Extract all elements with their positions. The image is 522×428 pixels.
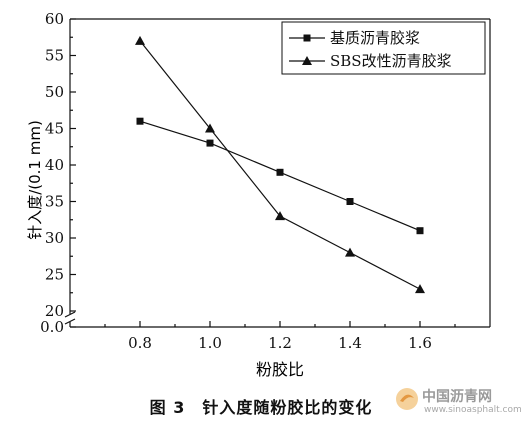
data-point-square bbox=[346, 198, 354, 205]
watermark-name: 中国沥青网 bbox=[422, 389, 492, 405]
x-tick-label: 1.4 bbox=[338, 334, 362, 352]
data-point-triangle bbox=[275, 211, 285, 221]
y-tick-label: 60 bbox=[45, 10, 64, 28]
data-point-square bbox=[416, 227, 424, 235]
series-group bbox=[135, 35, 425, 294]
series-1 bbox=[136, 117, 424, 235]
y-tick-label: 20 bbox=[45, 302, 64, 320]
y-tick-label: 25 bbox=[45, 266, 64, 284]
legend: 基质沥青胶浆 SBS改性沥青胶浆 bbox=[281, 21, 486, 75]
watermark: 中国沥青网 www.sinoasphalt.com bbox=[394, 384, 522, 420]
data-point-triangle bbox=[345, 247, 355, 257]
legend-marker-square bbox=[303, 34, 311, 42]
y-tick-label: 50 bbox=[45, 83, 64, 101]
y-tick-label: 40 bbox=[45, 156, 64, 174]
legend-box bbox=[281, 21, 486, 75]
data-point-square bbox=[206, 139, 214, 147]
legend-marker-triangle bbox=[302, 56, 312, 65]
x-tick-label: 1.2 bbox=[268, 334, 292, 352]
ticks: 20 25 30 35 40 45 50 55 60 0.0 0.8 1.0 1.2 1.4 1.6 bbox=[40, 10, 456, 352]
legend-label-1: 基质沥青胶浆 bbox=[330, 29, 420, 47]
y-tick-label: 35 bbox=[45, 193, 64, 211]
series-2 bbox=[135, 35, 425, 294]
x-tick-label: 1.0 bbox=[198, 334, 222, 352]
y-tick-label-zero: 0.0 bbox=[40, 318, 64, 336]
watermark-url: www.sinoasphalt.com bbox=[424, 405, 522, 415]
y-tick-label: 55 bbox=[45, 47, 64, 65]
y-axis-label: 针入度/(0.1 mm) bbox=[26, 120, 44, 240]
y-tick-label: 45 bbox=[45, 120, 64, 138]
x-axis-label: 粉胶比 bbox=[256, 360, 304, 379]
data-point-square bbox=[276, 168, 284, 176]
data-point-square bbox=[136, 117, 144, 125]
axis-break-mark-upper bbox=[64, 311, 76, 318]
watermark-logo-icon bbox=[396, 388, 418, 410]
data-point-triangle bbox=[205, 123, 215, 133]
x-tick-label: 0.8 bbox=[128, 334, 152, 352]
series-line-2 bbox=[139, 40, 421, 290]
axis-break-mark-lower bbox=[64, 318, 76, 325]
y-tick-label: 30 bbox=[45, 229, 64, 247]
data-point-triangle bbox=[135, 35, 145, 45]
x-tick-label: 1.6 bbox=[408, 334, 432, 352]
figure-caption: 图 3 针入度随粉胶比的变化 bbox=[149, 398, 373, 417]
legend-label-2: SBS改性沥青胶浆 bbox=[330, 52, 452, 70]
data-point-triangle bbox=[415, 284, 425, 294]
penetration-chart: 20 25 30 35 40 45 50 55 60 0.0 0.8 1.0 1.2 1.4 1.6 基质沥… bbox=[26, 10, 491, 379]
